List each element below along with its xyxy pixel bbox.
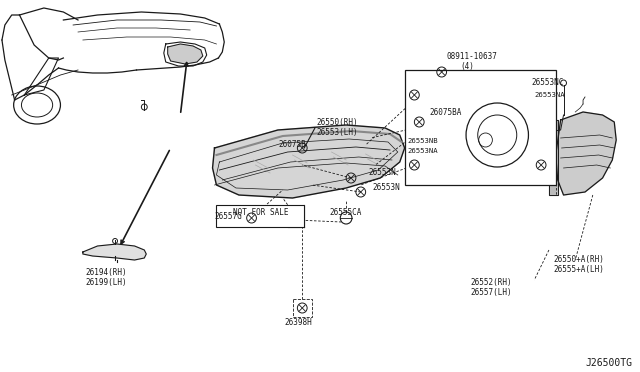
Text: 26557G: 26557G [214, 212, 243, 221]
Polygon shape [549, 120, 557, 195]
Text: 26550+A(RH): 26550+A(RH) [554, 255, 605, 264]
Text: 26555+A(LH): 26555+A(LH) [554, 265, 605, 274]
FancyBboxPatch shape [404, 70, 556, 185]
Text: 26553NA: 26553NA [534, 92, 565, 98]
Text: 26194(RH): 26194(RH) [86, 268, 127, 277]
Text: 26553NA: 26553NA [408, 148, 438, 154]
Polygon shape [212, 125, 404, 198]
Text: 26553NC: 26553NC [531, 78, 564, 87]
FancyBboxPatch shape [216, 205, 304, 227]
Text: 26075BA: 26075BA [429, 108, 461, 117]
Polygon shape [83, 244, 147, 260]
Polygon shape [556, 112, 616, 195]
Text: 08911-10637: 08911-10637 [447, 52, 497, 61]
Text: 26553(LH): 26553(LH) [317, 128, 358, 137]
Text: 26553NB: 26553NB [408, 138, 438, 144]
Text: J26500TG: J26500TG [585, 358, 632, 368]
Text: 26550(RH): 26550(RH) [317, 118, 358, 127]
Text: 26199(LH): 26199(LH) [86, 278, 127, 287]
Text: 26553N: 26553N [372, 183, 400, 192]
Polygon shape [168, 44, 203, 64]
Text: 26552(RH): 26552(RH) [470, 278, 511, 287]
Text: 26398H: 26398H [285, 318, 312, 327]
Text: NOT FOR SALE: NOT FOR SALE [232, 208, 288, 217]
Text: (4): (4) [460, 62, 474, 71]
Text: 26557(LH): 26557(LH) [470, 288, 511, 297]
Text: 26553N: 26553N [369, 168, 396, 177]
Text: 26075B: 26075B [279, 140, 307, 149]
Polygon shape [529, 90, 551, 118]
Text: 26555CA: 26555CA [330, 208, 362, 217]
